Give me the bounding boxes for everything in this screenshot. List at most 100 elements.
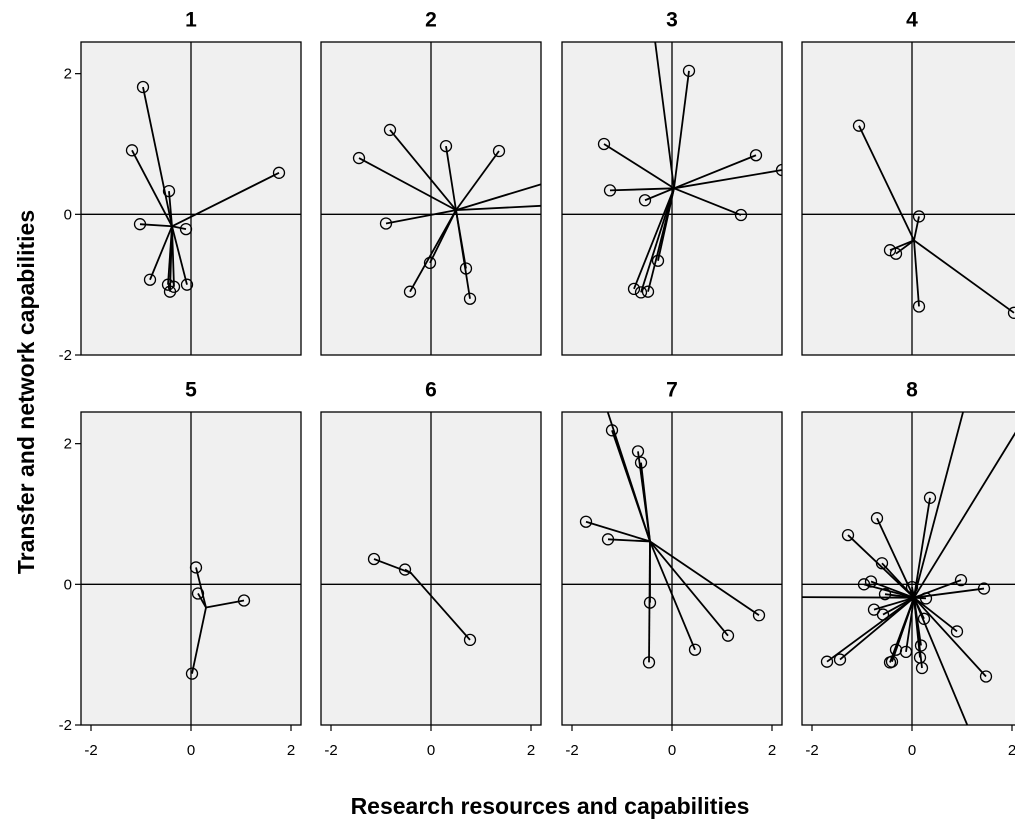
x-tick-label: 0 xyxy=(908,742,916,759)
y-tick-label: -2 xyxy=(59,347,72,364)
y-axis-label: Transfer and network capabilities xyxy=(13,210,39,574)
spoke xyxy=(585,520,651,543)
point xyxy=(979,670,993,683)
spoke xyxy=(603,143,675,190)
center xyxy=(673,187,675,190)
spoke xyxy=(445,145,457,211)
point xyxy=(439,139,453,153)
spoke xyxy=(673,169,782,190)
spoke xyxy=(802,596,915,599)
panel-background xyxy=(802,42,1015,355)
x-tick-label: 2 xyxy=(527,742,535,759)
panel-title: 5 xyxy=(185,379,197,402)
point xyxy=(977,582,991,595)
center xyxy=(410,572,412,575)
point xyxy=(1007,306,1015,319)
spoke xyxy=(673,70,690,189)
panel-border xyxy=(320,41,542,356)
point xyxy=(912,300,926,313)
y-tick-label: -2 xyxy=(59,717,72,734)
point xyxy=(885,655,899,668)
spoke xyxy=(873,596,915,611)
spoke xyxy=(647,188,675,292)
spoke xyxy=(858,125,915,241)
point xyxy=(189,561,203,574)
panel-title: 2 xyxy=(425,9,437,32)
point xyxy=(647,12,658,23)
spoke xyxy=(455,209,471,299)
spoke xyxy=(673,187,742,216)
point xyxy=(143,273,157,286)
x-tick-label: 0 xyxy=(187,742,195,759)
point xyxy=(864,575,878,588)
point xyxy=(752,609,766,622)
center xyxy=(455,209,457,212)
point xyxy=(579,515,593,528)
x-axis-label: Research resources and capabilities xyxy=(351,793,750,819)
spoke xyxy=(913,596,958,633)
point xyxy=(775,163,782,177)
point xyxy=(833,653,847,666)
x-tick-label: 2 xyxy=(768,742,776,759)
spoke xyxy=(455,150,500,211)
point xyxy=(492,144,506,158)
panel-title: 4 xyxy=(906,9,918,32)
point xyxy=(634,456,648,469)
spoke xyxy=(913,597,987,678)
spoke xyxy=(142,86,173,227)
point xyxy=(820,655,834,668)
panel-plot xyxy=(321,42,541,355)
spoke xyxy=(455,183,541,211)
point xyxy=(597,137,611,151)
x-tick-label: -2 xyxy=(324,742,337,759)
y-tick-label: 0 xyxy=(64,576,72,593)
spoke xyxy=(895,239,915,255)
point xyxy=(603,184,617,197)
point xyxy=(179,222,193,236)
spoke xyxy=(649,540,760,617)
point xyxy=(977,755,988,766)
x-tick-label: -2 xyxy=(84,742,97,759)
spoke xyxy=(847,534,915,599)
spoke xyxy=(205,599,245,609)
panel-border xyxy=(801,41,1015,356)
point xyxy=(627,282,641,296)
spoke xyxy=(389,129,457,211)
y-tick-label: 0 xyxy=(64,206,72,223)
point xyxy=(915,661,929,675)
point xyxy=(398,563,412,576)
point xyxy=(379,217,393,230)
spoke xyxy=(409,209,457,293)
spoke xyxy=(171,226,188,285)
point xyxy=(272,166,286,179)
panel-title: 7 xyxy=(666,379,678,402)
panel-background xyxy=(802,412,1015,725)
point xyxy=(634,286,648,299)
point xyxy=(912,210,926,223)
spoke xyxy=(913,239,1015,314)
spoke xyxy=(385,209,457,225)
point xyxy=(191,587,205,600)
spoke xyxy=(839,596,915,661)
x-tick-label: 2 xyxy=(287,742,295,759)
y-tick-label: 2 xyxy=(64,66,72,83)
spoke xyxy=(358,157,457,211)
x-tick-label: -2 xyxy=(565,742,578,759)
point xyxy=(923,491,937,504)
point xyxy=(917,612,931,625)
point xyxy=(180,278,194,291)
panel-plot xyxy=(802,412,1015,766)
spoke xyxy=(913,431,1015,599)
spoke xyxy=(195,567,207,608)
panel-title: 1 xyxy=(185,9,197,32)
spoke xyxy=(870,580,915,599)
panel-title: 3 xyxy=(666,9,678,32)
spoke xyxy=(913,412,964,598)
point xyxy=(463,292,477,305)
point xyxy=(163,285,177,298)
x-tick-label: 2 xyxy=(1008,742,1015,759)
spoke xyxy=(905,597,915,652)
point xyxy=(642,656,656,669)
panel-plot xyxy=(562,412,782,725)
